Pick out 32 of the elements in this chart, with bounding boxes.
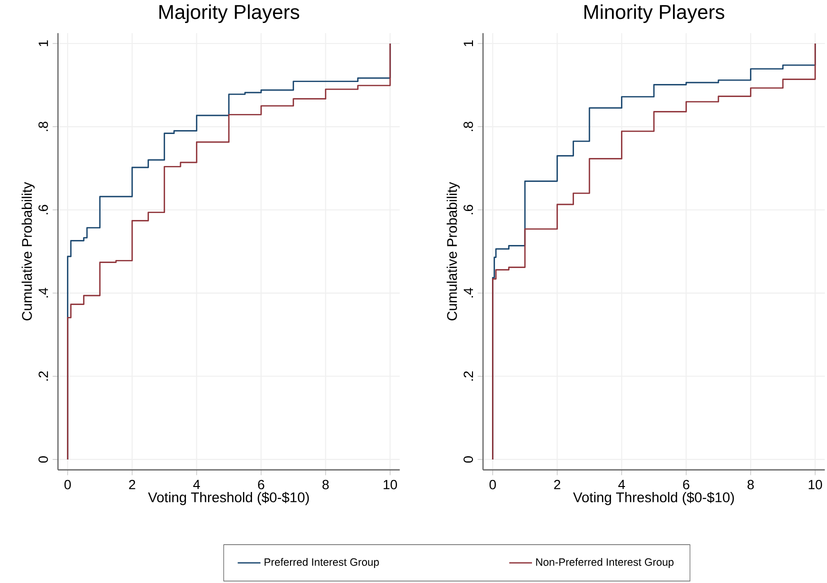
y-tick-label: 1 bbox=[464, 40, 473, 46]
y-tick-label: 0 bbox=[38, 456, 48, 462]
y-tick-label: .4 bbox=[464, 288, 473, 298]
x-tick-label: 6 bbox=[258, 480, 264, 490]
x-tick-label: 10 bbox=[808, 480, 822, 490]
y-tick-label: .6 bbox=[464, 204, 473, 214]
chart-title: Majority Players bbox=[159, 4, 300, 23]
y-tick-label: .4 bbox=[38, 288, 48, 298]
x-tick-label: 2 bbox=[554, 480, 560, 489]
x-tick-label: 8 bbox=[748, 480, 754, 490]
legend-label: Non-Preferred Interest Group bbox=[536, 558, 674, 568]
x-tick-label: 6 bbox=[683, 480, 690, 490]
x-tick-label: 4 bbox=[193, 480, 200, 489]
y-tick-label: .8 bbox=[38, 122, 48, 131]
x-tick-label: 2 bbox=[129, 480, 136, 489]
chart-title: Minority Players bbox=[584, 4, 724, 23]
y-tick-label: .2 bbox=[464, 371, 473, 380]
y-tick-label: .6 bbox=[38, 204, 48, 214]
y-axis-title: Cumulative Probability bbox=[22, 182, 35, 320]
y-tick-label: .2 bbox=[38, 371, 48, 380]
x-tick-label: 8 bbox=[322, 480, 329, 490]
y-tick-label: 1 bbox=[38, 40, 48, 46]
y-axis-title: Cumulative Probability bbox=[446, 182, 460, 320]
x-tick-label: 0 bbox=[64, 480, 71, 490]
x-tick-label: 10 bbox=[384, 480, 397, 490]
x-tick-label: 0 bbox=[490, 480, 496, 490]
x-axis-title: Voting Threshold ($0-$10) bbox=[148, 492, 309, 505]
x-axis-title: Voting Threshold ($0-$10) bbox=[573, 492, 734, 505]
x-tick-label: 4 bbox=[618, 480, 625, 489]
legend-label: Preferred Interest Group bbox=[264, 558, 379, 568]
y-tick-label: .8 bbox=[464, 122, 473, 131]
y-tick-label: 0 bbox=[464, 456, 473, 462]
